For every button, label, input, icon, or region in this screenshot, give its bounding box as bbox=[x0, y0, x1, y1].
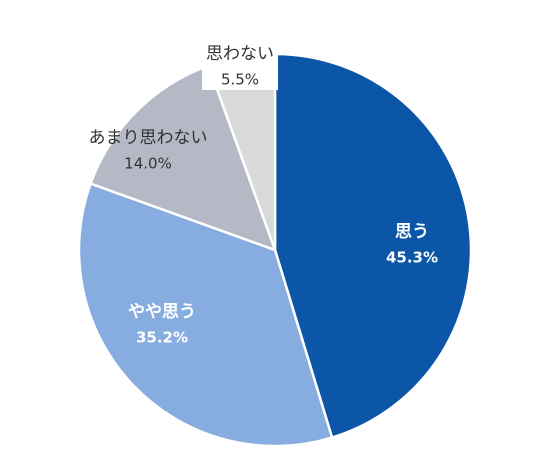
label-background bbox=[202, 40, 278, 90]
pie-slice bbox=[88, 63, 278, 253]
value-label: 45.3% bbox=[386, 249, 438, 267]
slice-label: 思わない bbox=[206, 44, 274, 64]
value-label: 35.2% bbox=[136, 329, 188, 347]
value-label: 14.0% bbox=[124, 155, 172, 173]
pie-slice bbox=[77, 182, 334, 448]
slice-label: あまり思わない bbox=[89, 128, 208, 148]
slice-label: やや思う bbox=[128, 302, 196, 322]
value-label: 5.5% bbox=[221, 71, 259, 89]
slice-label: 思う bbox=[395, 222, 429, 242]
pie-slice bbox=[273, 52, 473, 440]
